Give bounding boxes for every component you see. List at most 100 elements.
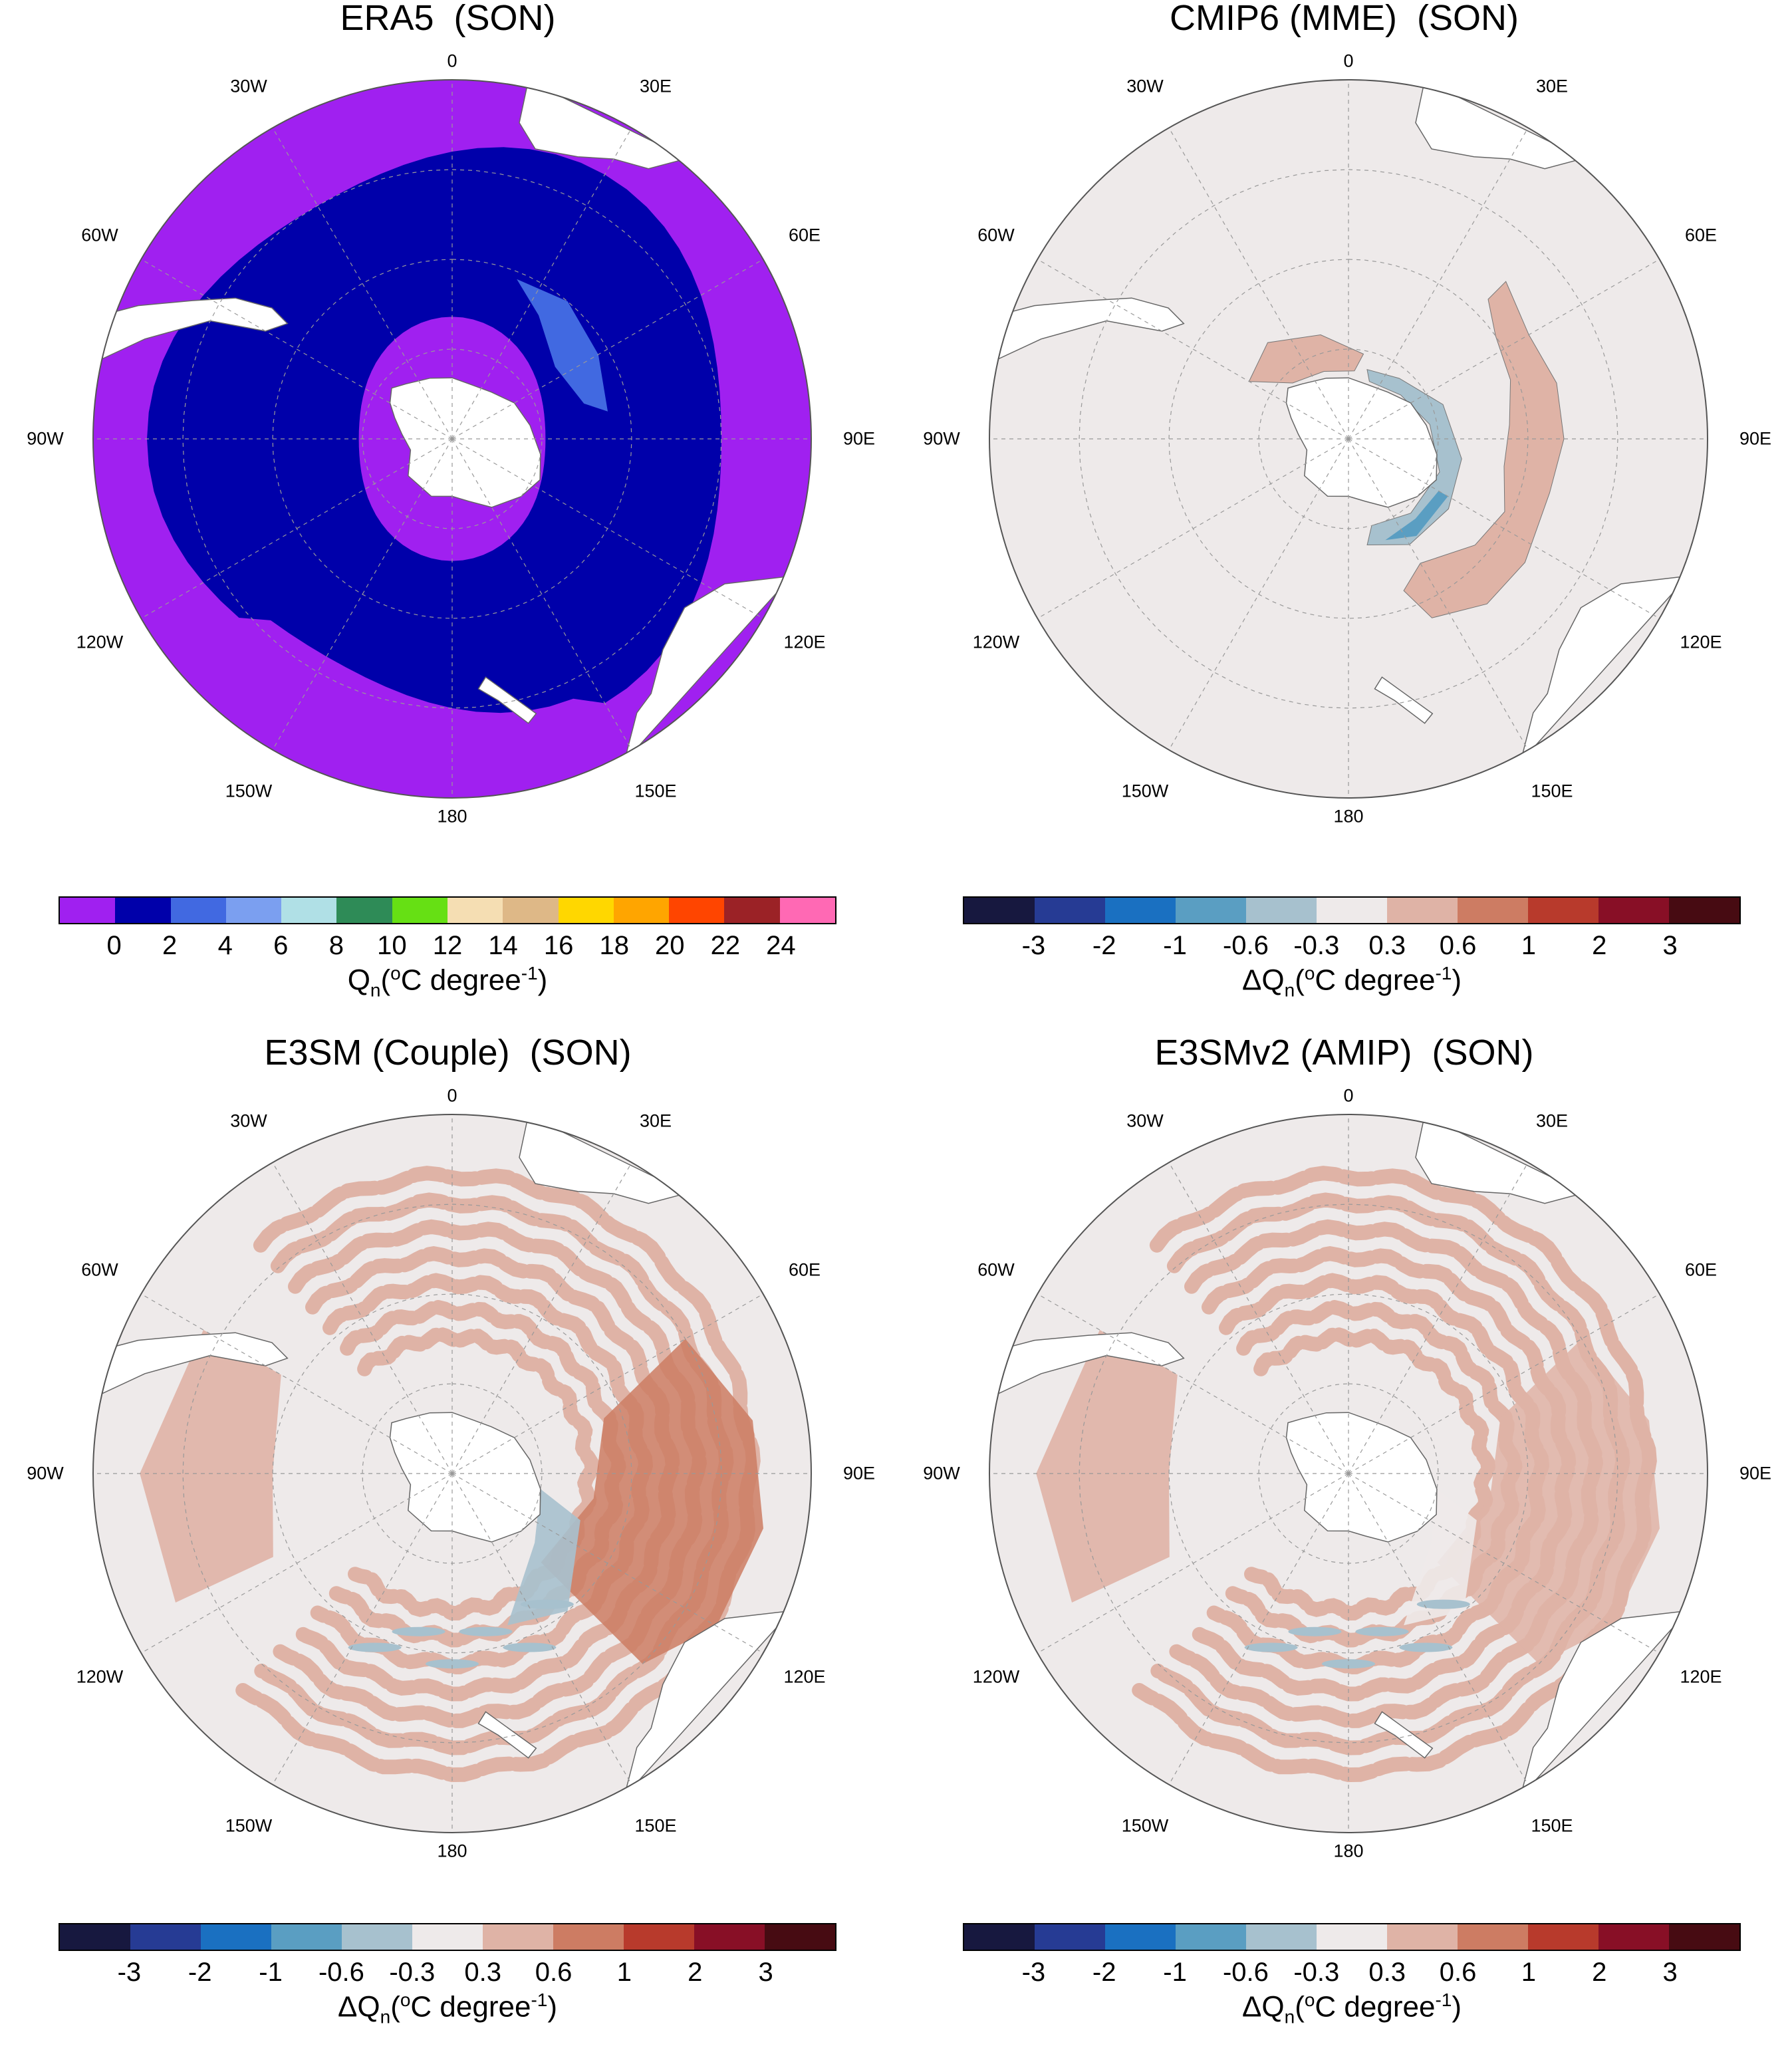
land-southamerica [93, 1332, 289, 1398]
colorbar-tick-label: 18 [599, 931, 629, 960]
lon-label-w90: 90W [27, 1463, 64, 1484]
negative-anomaly [1244, 1642, 1298, 1652]
colorbar-swatch [1599, 898, 1669, 923]
lon-label-e150: 150E [634, 781, 677, 801]
colorbar-tick-label: 2 [1592, 1958, 1607, 1987]
colorbar-tick-label: 1 [616, 1958, 632, 1987]
colorbar-label-part: -1 [1435, 1990, 1452, 2010]
colorbar-swatch [271, 1924, 342, 1950]
colorbar-label-part: ΔQ [337, 1990, 380, 2023]
lon-label-e90: 90E [1739, 428, 1772, 449]
colorbar-swatch [1246, 898, 1317, 923]
negative-anomaly [459, 1626, 513, 1636]
colorbar [59, 896, 836, 924]
colorbar-tick-label: 3 [758, 1958, 773, 1987]
colorbar-swatch [130, 1924, 201, 1950]
colorbar-tick-label: -2 [188, 1958, 212, 1987]
colorbar-tick-label: 2 [162, 931, 178, 960]
colorbar-label-part: -1 [1435, 963, 1452, 983]
colorbar-label-part: o [400, 1990, 411, 2010]
colorbar-tick-label: 1 [1521, 1958, 1537, 1987]
colorbar-swatch [342, 1924, 412, 1950]
colorbar-tick-label: -3 [1021, 931, 1046, 960]
map-svg [989, 1114, 1708, 1833]
land-newzealand [1374, 676, 1434, 724]
graticule [93, 1114, 811, 1833]
lon-label-e150: 150E [1531, 1815, 1573, 1836]
colorbar-swatch [1105, 898, 1176, 923]
colorbar-label: ΔQn(oC degree-1) [338, 1990, 557, 2027]
colorbar-swatch [1317, 1924, 1387, 1950]
map-border [989, 79, 1708, 799]
negative-anomaly [520, 1599, 574, 1609]
lon-label-w120: 120W [76, 632, 124, 652]
colorbar [963, 1923, 1741, 1951]
field-band [517, 279, 608, 412]
colorbar-label: ΔQn(oC degree-1) [1242, 1990, 1462, 2027]
colorbar-label-part: ( [1295, 964, 1305, 997]
colorbar-swatch [392, 898, 448, 923]
lon-label-e90: 90E [1739, 1463, 1772, 1484]
colorbar-tick-label: -3 [1021, 1958, 1046, 1987]
negative-anomaly [1288, 1626, 1342, 1636]
colorbar-tick-label: 2 [1592, 931, 1607, 960]
colorbar-swatch [1317, 898, 1387, 923]
map-svg [92, 79, 812, 799]
colorbar-label-part: n [380, 2006, 391, 2027]
colorbar-tick-label: 0.3 [464, 1958, 501, 1987]
lon-label-bottom: 180 [437, 1841, 467, 1861]
colorbar-tick-label: 0.3 [1368, 931, 1406, 960]
colorbar-swatch [694, 1924, 765, 1950]
negative-anomaly [348, 1642, 402, 1652]
lon-label-w30: 30W [230, 1110, 267, 1131]
colorbar-swatch [1458, 898, 1528, 923]
colorbar-tick-label: -0.3 [1293, 1958, 1340, 1987]
colorbar-label-part: ΔQ [1241, 964, 1285, 997]
lon-label-e60: 60E [788, 1259, 821, 1280]
negative-anomaly [507, 1489, 580, 1626]
lon-label-e30: 30E [1535, 1110, 1569, 1131]
lon-label-w120: 120W [972, 1666, 1020, 1687]
colorbar-label-part: n [370, 979, 381, 1001]
colorbar-swatch [1387, 898, 1458, 923]
lon-label-e150: 150E [634, 1815, 677, 1836]
lat-circle [1079, 169, 1618, 709]
colorbar-tick-label: -0.3 [389, 1958, 436, 1987]
colorbar-swatch [225, 898, 282, 923]
colorbar-swatch [447, 898, 503, 923]
lon-label-bottom: 180 [1333, 1841, 1364, 1861]
colorbar-label-part: C degree [400, 964, 521, 997]
colorbar-label-part: -1 [521, 963, 538, 983]
panel-title: E3SMv2 (AMIP) (SON) [1154, 1033, 1534, 1073]
colorbar-tick-label: 0.3 [1368, 1958, 1406, 1987]
land-newzealand [477, 676, 537, 724]
colorbar-tick-label: -1 [259, 1958, 283, 1987]
lon-label-e120: 120E [783, 1666, 826, 1687]
lon-label-w30: 30W [230, 76, 267, 96]
colorbar-label-part: -1 [531, 1990, 548, 2010]
land-southamerica [989, 297, 1185, 364]
lon-label-top: 0 [447, 51, 457, 71]
colorbar-label-part: n [1284, 979, 1295, 1001]
negative-anomaly-strong [1385, 491, 1448, 541]
lon-label-w150: 150W [1121, 1815, 1169, 1836]
colorbar-swatch [60, 1924, 130, 1950]
lon-label-e90: 90E [842, 1463, 876, 1484]
colorbar-swatch [669, 898, 725, 923]
map-border [989, 1114, 1708, 1833]
positive-anomaly [1437, 1339, 1660, 1664]
land-southamerica [93, 297, 289, 364]
lon-label-e30: 30E [639, 76, 672, 96]
colorbar-swatch [613, 898, 670, 923]
colorbar-swatch [281, 898, 337, 923]
colorbar-tick-label: 2 [688, 1958, 703, 1987]
lon-label-e150: 150E [1531, 781, 1573, 801]
colorbar-tick-label: 3 [1662, 931, 1678, 960]
colorbar-swatch [1176, 1924, 1246, 1950]
lon-label-w90: 90W [923, 1463, 960, 1484]
lon-label-w30: 30W [1126, 76, 1164, 96]
colorbar-tick-label: -3 [117, 1958, 142, 1987]
colorbar-swatch [964, 898, 1035, 923]
colorbar-label-part: o [1304, 963, 1315, 983]
lon-label-top: 0 [1343, 51, 1354, 71]
